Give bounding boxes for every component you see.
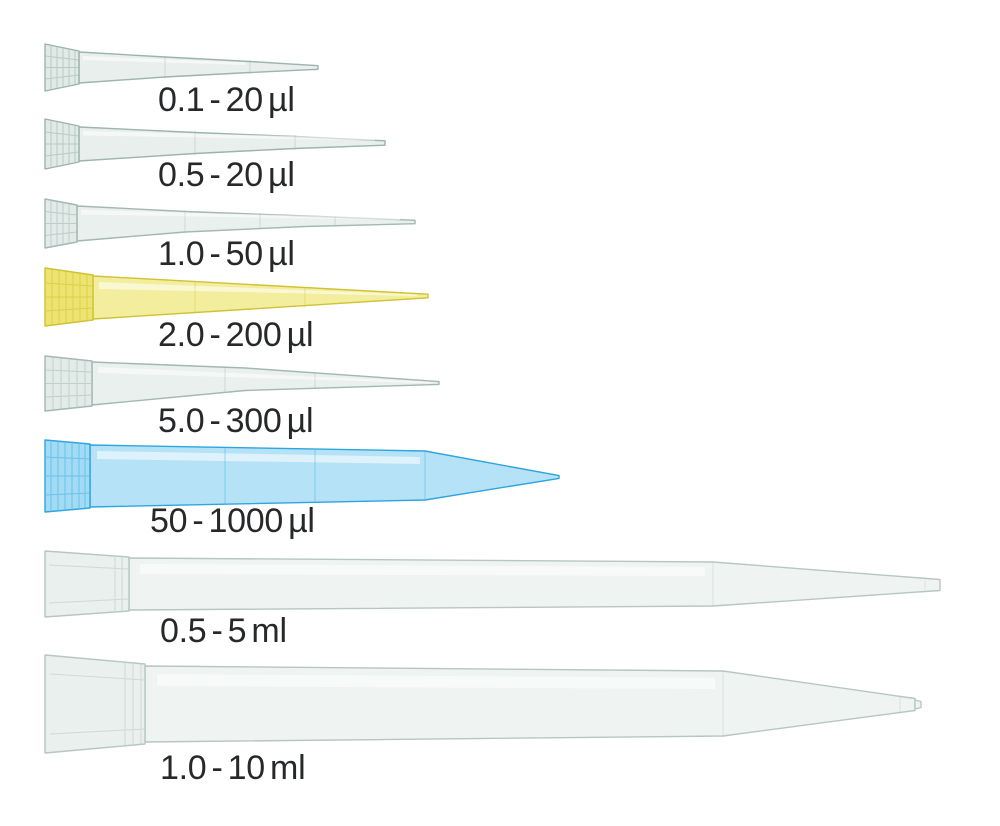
tip-body [91, 361, 440, 406]
tip-highlight [83, 131, 375, 141]
tip-mold-lines [194, 281, 306, 314]
tip-highlight [99, 282, 417, 296]
tip-volume-label: 0.5 - 20 µl [158, 156, 295, 194]
tip-collar-ribs [49, 662, 146, 746]
tip-volume-label: 0.5 - 5 ml [160, 612, 287, 650]
tip-collar-ribs [48, 556, 130, 612]
tip-mold-lines [712, 562, 926, 606]
tip-volume-label: 0.1 - 20 µl [158, 81, 295, 119]
tip-collar-ribs [44, 356, 93, 411]
tip-end-nozzle [914, 699, 922, 710]
tip-collar [44, 550, 130, 618]
tip-volume-label: 2.0 - 200 µl [158, 316, 314, 354]
tip-body [78, 51, 319, 84]
tip-mold-lines [224, 367, 316, 393]
tip-collar-ribs [44, 269, 94, 325]
tip-volume-label: 5.0 - 300 µl [158, 402, 314, 440]
tip-highlight [81, 210, 400, 220]
tip-collar-ribs [44, 45, 80, 90]
tip-highlight [157, 674, 715, 689]
tip-volume-label: 1.0 - 50 µl [158, 235, 295, 273]
tip-mold-lines [164, 55, 251, 79]
pipette-tip-20-200ul-yellow [44, 267, 429, 327]
pipette-tip-50-300ul [44, 355, 440, 412]
tip-mold-lines [184, 210, 336, 234]
pipette-tip-50-1000ul-blue [44, 439, 560, 513]
pipette-tip-10-50ul [44, 198, 416, 249]
pipette-tip-05-20ul [44, 118, 386, 170]
tip-collar [44, 654, 146, 754]
tip-highlight [140, 564, 705, 576]
tip-highlight [97, 451, 420, 464]
tip-mold-lines [194, 130, 296, 156]
tip-mold-lines [722, 671, 901, 736]
tip-highlight [83, 56, 245, 65]
tip-volume-label: 50 - 1000 µl [150, 502, 315, 540]
tip-collar-ribs [44, 440, 91, 512]
tip-volume-label: 1.0 - 10 ml [160, 749, 306, 787]
tip-body [92, 275, 429, 320]
pipette-tip-01-20ul [44, 43, 319, 92]
tip-collar-ribs [44, 120, 80, 168]
tip-mold-lines [224, 448, 426, 504]
pipette-tip-05-5ml [44, 550, 941, 618]
tip-highlight [98, 367, 430, 384]
tip-collar-ribs [44, 200, 78, 247]
pipette-tip-10-10ml [44, 654, 922, 754]
